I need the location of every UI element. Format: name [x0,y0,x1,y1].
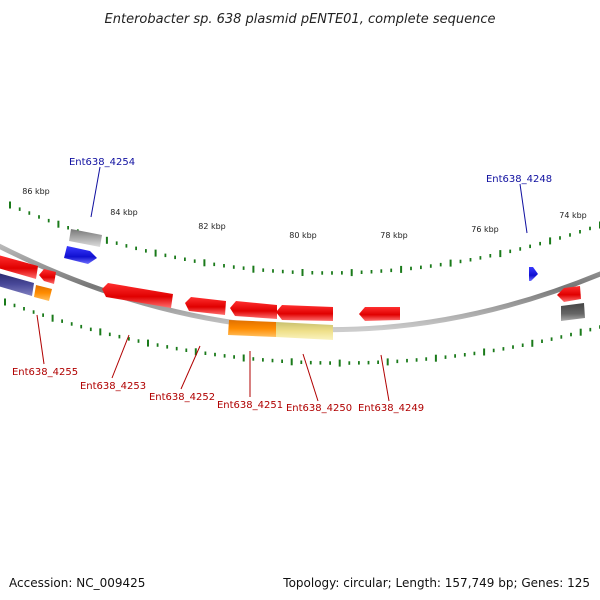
gene-darkgray-right-edge[interactable] [561,303,585,321]
summary-text: Topology: circular; Length: 157,749 bp; … [282,576,590,590]
tick-label-76kbp: 76 kbp [471,225,499,234]
gene-red-4252b[interactable] [230,301,277,319]
gene-Ent638_4248[interactable] [529,267,538,281]
tick-label-84kbp: 84 kbp [110,208,138,217]
tick-label-78kbp: 78 kbp [380,231,408,240]
inner-tick-marks [4,298,600,367]
tick-label-80kbp: 80 kbp [289,231,317,240]
gene-blue-forward[interactable] [64,246,97,264]
gene-navy-left[interactable] [0,273,34,296]
leader-Ent638_4252 [180,345,201,390]
gene-label-Ent638_4254[interactable]: Ent638_4254 [69,157,135,168]
leader-Ent638_4254 [90,166,101,218]
gene-label-Ent638_4252[interactable]: Ent638_4252 [149,392,215,403]
gene-label-Ent638_4251[interactable]: Ent638_4251 [217,400,283,411]
gene-red-small-left[interactable] [39,269,56,284]
outer-tick-marks [9,201,600,277]
tick-label-82kbp: 82 kbp [198,222,226,231]
leader-Ent638_4248 [519,183,528,234]
gene-Ent638_4255[interactable] [34,285,52,301]
gene-label-Ent638_4248[interactable]: Ent638_4248 [486,174,552,185]
leader-lines [36,166,528,402]
reverse-genes [0,255,585,340]
gene-Ent638_4254[interactable] [69,229,102,247]
leader-Ent638_4250 [302,353,319,402]
gene-Ent638_4249[interactable] [359,307,400,321]
leader-Ent638_4255 [36,314,45,365]
gene-Ent638_4253[interactable] [102,283,173,308]
gene-red-left-edge[interactable] [0,255,38,279]
tick-label-74kbp: 74 kbp [559,211,587,220]
gene-Ent638_4250[interactable] [276,322,333,340]
leader-Ent638_4249 [380,354,390,402]
map-title: Enterobacter sp. 638 plasmid pENTE01, co… [105,12,496,27]
gene-Ent638_4251[interactable] [228,320,276,337]
forward-genes [64,229,538,281]
gene-label-Ent638_4255[interactable]: Ent638_4255 [12,367,78,378]
gene-Ent638_4252[interactable] [185,297,226,315]
tick-label-86kbp: 86 kbp [22,187,50,196]
gene-label-Ent638_4249[interactable]: Ent638_4249 [358,403,424,414]
leader-Ent638_4253 [111,334,130,379]
gene-red-right-edge[interactable] [557,286,581,302]
gene-red-4251[interactable] [276,305,333,321]
accession-text: Accession: NC_009425 [9,576,145,590]
gene-label-Ent638_4253[interactable]: Ent638_4253 [80,381,146,392]
gene-label-Ent638_4250[interactable]: Ent638_4250 [286,403,352,414]
